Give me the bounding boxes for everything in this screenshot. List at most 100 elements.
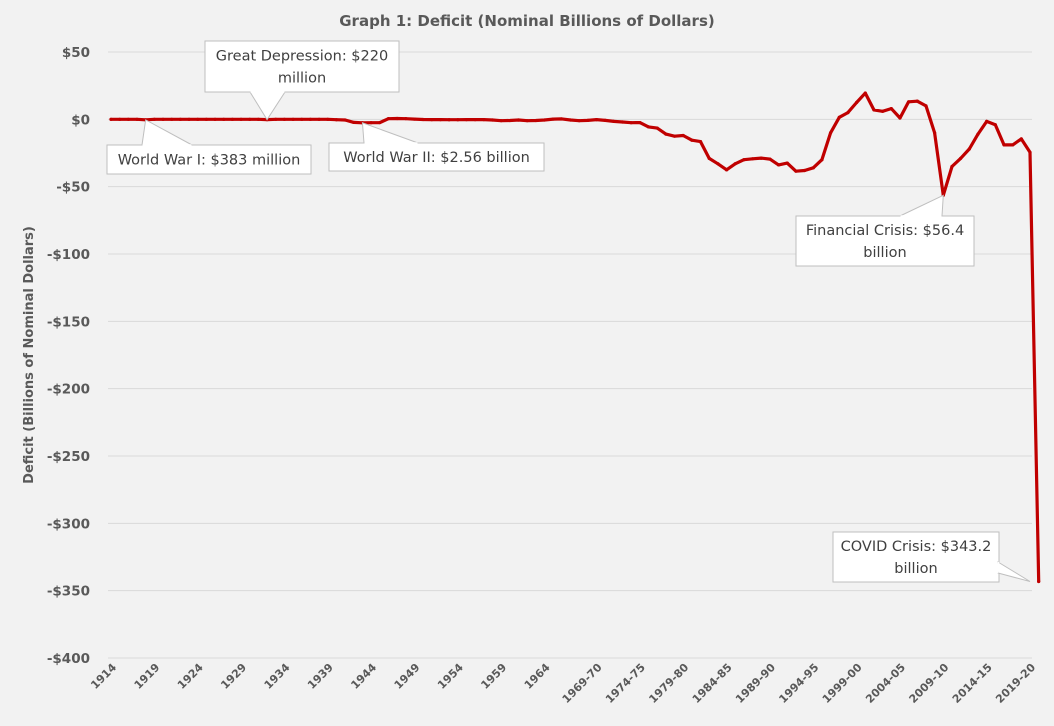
data-point bbox=[776, 163, 781, 167]
callout-text: Financial Crisis: $56.4 bbox=[806, 223, 964, 239]
data-point bbox=[126, 117, 130, 121]
data-point bbox=[681, 133, 685, 138]
data-point bbox=[863, 91, 867, 95]
data-point bbox=[412, 117, 417, 121]
data-point bbox=[568, 118, 573, 122]
data-point bbox=[438, 118, 443, 122]
callout-box bbox=[106, 144, 312, 175]
data-point bbox=[594, 118, 599, 122]
data-point bbox=[508, 118, 512, 123]
data-point bbox=[802, 168, 807, 173]
x-tick-label: 1999-00 bbox=[820, 661, 865, 706]
data-point bbox=[846, 111, 850, 115]
data-point bbox=[473, 118, 477, 122]
data-point bbox=[256, 117, 260, 121]
x-tick-label: 1919 bbox=[132, 661, 163, 692]
data-point bbox=[855, 100, 859, 105]
data-point bbox=[317, 117, 321, 121]
data-point bbox=[542, 118, 547, 122]
callout-annotation: COVID Crisis: $343.2 billion bbox=[832, 531, 1031, 583]
x-tick-label: 1984-85 bbox=[690, 661, 735, 706]
y-tick-label: -$200 bbox=[47, 382, 90, 398]
data-point bbox=[551, 117, 555, 121]
data-point bbox=[915, 99, 919, 103]
data-point bbox=[482, 118, 486, 122]
data-point bbox=[837, 115, 841, 119]
data-point bbox=[1002, 143, 1006, 147]
data-point bbox=[655, 126, 659, 130]
data-point bbox=[196, 117, 200, 121]
data-point bbox=[334, 118, 339, 122]
callout-annotation: World War II: $2.56 billion bbox=[328, 122, 545, 172]
data-point bbox=[274, 117, 278, 121]
x-tick-label: 1924 bbox=[175, 661, 206, 692]
data-point bbox=[733, 162, 737, 166]
series-deficit bbox=[109, 91, 1041, 584]
data-point bbox=[664, 132, 668, 136]
callout-pointer bbox=[361, 122, 419, 144]
callout-pointer bbox=[249, 91, 286, 121]
data-point bbox=[499, 119, 503, 123]
data-point bbox=[525, 119, 529, 123]
x-tick-label: 1994-95 bbox=[776, 661, 821, 706]
x-tick-label: 1969-70 bbox=[560, 661, 605, 706]
data-point bbox=[161, 117, 165, 121]
data-point bbox=[282, 117, 286, 121]
callout-pointer bbox=[141, 119, 193, 146]
callout-pointer bbox=[997, 561, 1031, 582]
x-tick-label: 1944 bbox=[348, 661, 379, 692]
data-point bbox=[291, 117, 295, 121]
callout-text: COVID Crisis: $343.2 bbox=[841, 539, 992, 555]
y-tick-label: -$150 bbox=[47, 314, 90, 330]
data-point bbox=[933, 131, 937, 135]
y-tick-label: -$400 bbox=[47, 651, 90, 667]
x-tick-label: 1934 bbox=[262, 661, 293, 692]
data-point bbox=[828, 131, 833, 135]
data-point bbox=[239, 117, 243, 121]
data-point bbox=[1037, 579, 1041, 584]
x-tick-label: 1939 bbox=[305, 661, 336, 692]
data-point bbox=[343, 118, 347, 122]
data-point bbox=[690, 138, 694, 142]
data-point bbox=[881, 109, 885, 113]
data-point bbox=[464, 118, 469, 122]
data-point bbox=[1011, 143, 1015, 147]
data-point bbox=[907, 100, 911, 104]
data-point bbox=[768, 157, 772, 161]
data-point bbox=[152, 117, 156, 121]
x-tick-label: 1979-80 bbox=[646, 661, 691, 706]
y-tick-label: $0 bbox=[71, 112, 90, 128]
data-point bbox=[889, 106, 893, 111]
data-point bbox=[959, 156, 963, 160]
callout-text: World War II: $2.56 billion bbox=[343, 150, 530, 166]
data-point bbox=[985, 119, 989, 123]
callout-text: billion bbox=[894, 561, 937, 577]
callout-box bbox=[204, 40, 400, 93]
data-point bbox=[924, 104, 928, 108]
callout-text: World War I: $383 million bbox=[118, 153, 301, 169]
data-point bbox=[646, 125, 651, 129]
data-point bbox=[759, 156, 763, 160]
y-tick-label: $50 bbox=[62, 45, 90, 61]
callout-box bbox=[832, 531, 1000, 583]
data-point bbox=[603, 118, 607, 123]
data-point bbox=[976, 132, 980, 136]
callout-pointer bbox=[899, 194, 944, 217]
data-point bbox=[872, 108, 876, 112]
x-tick-label: 2014-15 bbox=[950, 661, 995, 706]
x-tick-label: 1914 bbox=[88, 661, 119, 692]
data-point bbox=[204, 117, 208, 121]
chart-title: Graph 1: Deficit (Nominal Billions of Do… bbox=[339, 12, 714, 30]
data-point bbox=[490, 118, 495, 122]
x-tick-label: 1959 bbox=[478, 661, 509, 692]
x-tick-label: 2004-05 bbox=[863, 661, 908, 706]
x-tick-label: 2019-20 bbox=[993, 661, 1038, 706]
data-point bbox=[447, 118, 451, 122]
y-tick-label: -$350 bbox=[47, 584, 90, 600]
callout-annotation: Financial Crisis: $56.4 billion bbox=[795, 194, 975, 267]
data-point bbox=[1028, 150, 1032, 154]
data-point bbox=[456, 118, 460, 122]
data-point bbox=[742, 158, 746, 162]
data-point bbox=[300, 117, 304, 121]
data-point bbox=[222, 117, 226, 121]
